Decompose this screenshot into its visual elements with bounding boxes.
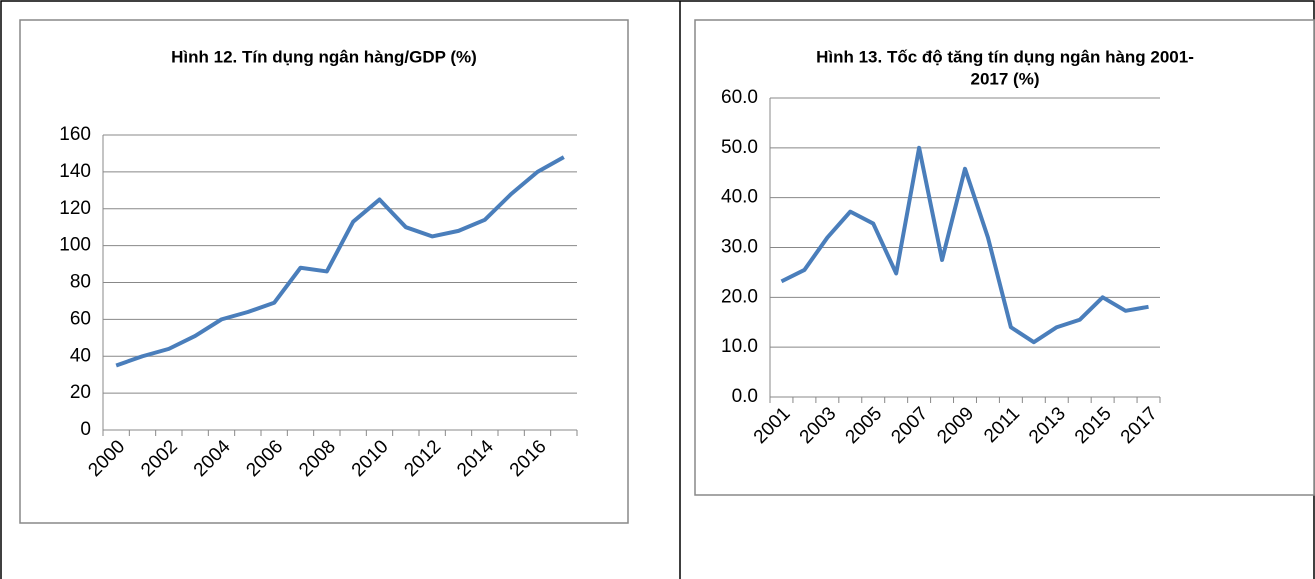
y-tick-label: 80	[70, 272, 91, 293]
y-tick-label: 0	[80, 419, 91, 440]
y-tick-label: 30.0	[721, 237, 758, 258]
y-tick-label: 100	[59, 235, 91, 256]
data-line	[780, 145, 1149, 345]
data-line	[115, 155, 565, 368]
y-tick-label: 40	[70, 345, 91, 366]
chart-frame	[694, 19, 1315, 496]
y-tick-label: 160	[59, 124, 91, 145]
y-tick-label: 60.0	[721, 87, 758, 108]
y-tick-label: 20	[70, 382, 91, 403]
y-tick-label: 10.0	[721, 336, 758, 357]
chart-title: Hình 13. Tốc độ tăng tín dụng ngân hàng …	[816, 47, 1194, 66]
y-tick-label: 50.0	[721, 137, 758, 158]
y-tick-label: 40.0	[721, 187, 758, 208]
y-tick-label: 120	[59, 198, 91, 219]
chart-title: Hình 12. Tín dụng ngân hàng/GDP (%)	[171, 47, 477, 66]
chart-title: 2017 (%)	[971, 69, 1040, 88]
y-tick-label: 0.0	[732, 386, 758, 407]
y-tick-label: 20.0	[721, 286, 758, 307]
y-tick-label: 60	[70, 308, 91, 329]
y-tick-label: 140	[59, 161, 91, 182]
